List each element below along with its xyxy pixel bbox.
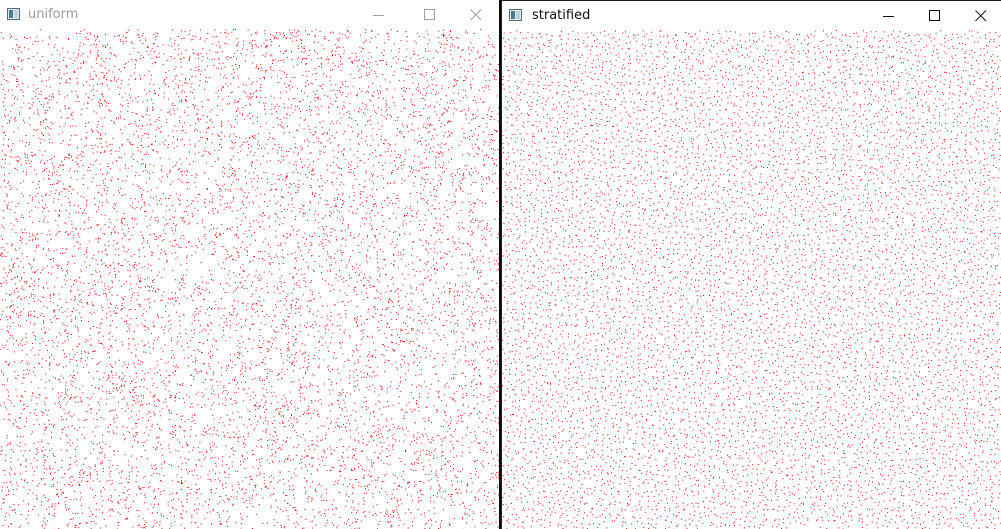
maximize-button[interactable] [407, 0, 453, 29]
minimize-icon [883, 16, 894, 17]
close-icon [975, 10, 987, 22]
minimize-button[interactable] [356, 0, 402, 29]
close-icon [470, 9, 482, 21]
title-bar[interactable]: uniform [0, 0, 499, 29]
minimize-button[interactable] [866, 1, 912, 30]
maximize-button[interactable] [912, 1, 958, 30]
sample-points [502, 30, 1001, 529]
maximize-icon [424, 9, 435, 20]
app-icon [7, 8, 20, 20]
maximize-icon [929, 10, 940, 21]
stratified-sample-canvas [502, 30, 1001, 529]
window-divider [499, 0, 502, 529]
window-title: stratified [532, 8, 591, 23]
minimize-icon [373, 15, 384, 16]
title-bar[interactable]: stratified [502, 1, 1001, 30]
window-title: uniform [28, 7, 79, 22]
stratified-window[interactable]: stratified [501, 0, 1001, 529]
uniform-sample-canvas [0, 29, 499, 529]
close-button[interactable] [958, 1, 1001, 30]
app-icon [509, 9, 522, 21]
sample-points [0, 29, 499, 529]
close-button[interactable] [453, 0, 499, 29]
uniform-window[interactable]: uniform [0, 0, 499, 529]
